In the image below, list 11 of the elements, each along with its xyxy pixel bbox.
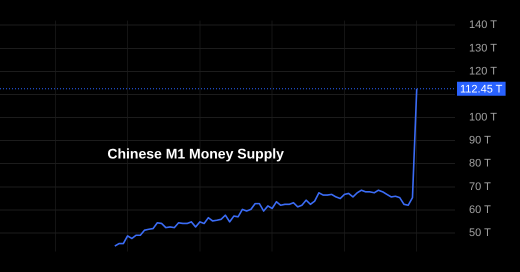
y-tick-label: 70 T bbox=[469, 180, 492, 193]
y-tick-label: 80 T bbox=[469, 158, 492, 170]
y-tick-label: 50 T bbox=[469, 226, 492, 239]
y-tick-label: 140 T bbox=[469, 19, 498, 32]
y-tick-label: 100 T bbox=[469, 112, 498, 124]
y-tick-label: 130 T bbox=[469, 42, 498, 54]
y-tick-label: 60 T bbox=[469, 204, 492, 216]
text: Chinese M1 Money Supply bbox=[107, 145, 284, 162]
y-tick-label: 120 T bbox=[469, 65, 498, 78]
ref-line-label: 112.45 T bbox=[460, 83, 503, 96]
y-tick-label: 90 T bbox=[469, 134, 492, 147]
